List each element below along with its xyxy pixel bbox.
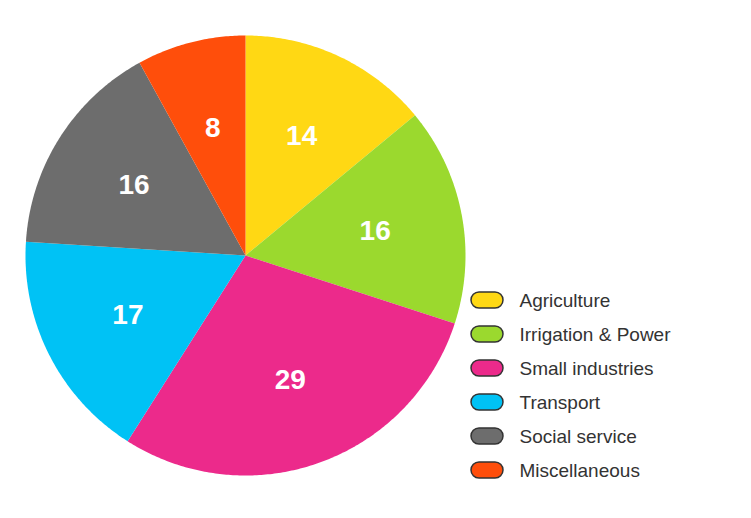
svg-text:Transport: Transport: [520, 392, 601, 413]
svg-text:8: 8: [205, 112, 221, 143]
svg-text:16: 16: [360, 215, 391, 246]
svg-text:16: 16: [118, 169, 149, 200]
svg-text:Small industries: Small industries: [520, 358, 654, 379]
svg-text:Social service: Social service: [520, 426, 637, 447]
svg-text:17: 17: [112, 299, 143, 330]
svg-text:Irrigation & Power: Irrigation & Power: [520, 324, 672, 345]
svg-text:14: 14: [286, 120, 318, 151]
svg-text:29: 29: [275, 364, 306, 395]
svg-text:Miscellaneous: Miscellaneous: [520, 460, 640, 481]
svg-text:Agriculture: Agriculture: [520, 290, 611, 311]
